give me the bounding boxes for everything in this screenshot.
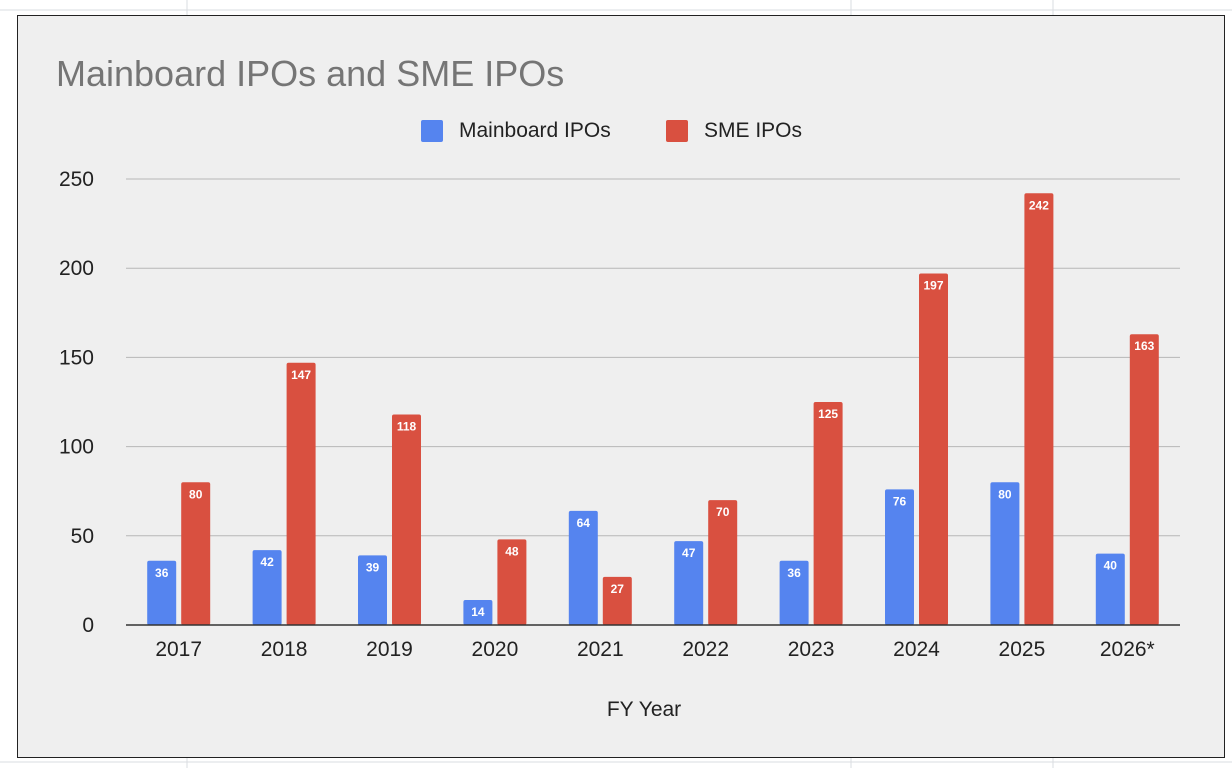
- bar-sme-ipos-2018[interactable]: [286, 362, 316, 625]
- x-tick-label: 2019: [366, 638, 413, 661]
- bar-mainboard-ipos-2024[interactable]: [885, 489, 914, 625]
- x-tick-label: 2025: [999, 638, 1046, 661]
- y-tick-label: 150: [59, 346, 94, 369]
- bar-mainboard-ipos-2018[interactable]: [252, 550, 282, 625]
- bar-chart: Mainboard IPOs and SME IPOs Mainboard IP…: [56, 53, 1180, 721]
- bar-sme-ipos-2026[interactable]: [1129, 334, 1159, 625]
- bar-mainboard-ipos-2023[interactable]: [779, 560, 809, 625]
- bars: 36 80 42 147 39 118 14 48 64 27 47 70 36 125 76 197 80 24…: [147, 193, 1159, 625]
- x-tick-label: 2017: [155, 638, 202, 661]
- x-tick-label: 2021: [577, 638, 624, 661]
- legend-label-mainboard: Mainboard IPOs: [459, 119, 611, 142]
- bar-sme-ipos-2022[interactable]: [708, 500, 738, 625]
- data-label-sme-ipos-2021: 27: [611, 582, 625, 596]
- data-label-sme-ipos-2025: 242: [1029, 198, 1049, 212]
- bar-mainboard-ipos-2019[interactable]: [358, 555, 387, 625]
- y-tick-label: 50: [71, 525, 94, 548]
- legend-swatch-mainboard: [421, 120, 443, 142]
- data-label-mainboard-ipos-2024: 76: [893, 494, 907, 508]
- bar-mainboard-ipos-2025[interactable]: [990, 482, 1020, 625]
- data-label-mainboard-ipos-2021: 64: [577, 516, 591, 530]
- bar-sme-ipos-2019[interactable]: [392, 414, 421, 625]
- data-label-sme-ipos-2024: 197: [923, 279, 943, 293]
- data-label-sme-ipos-2018: 147: [291, 368, 311, 382]
- data-label-mainboard-ipos-2022: 47: [682, 546, 696, 560]
- bar-mainboard-ipos-2021[interactable]: [568, 510, 598, 625]
- x-tick-label: 2020: [472, 638, 519, 661]
- data-label-mainboard-ipos-2018: 42: [260, 555, 274, 569]
- bar-sme-ipos-2020[interactable]: [497, 539, 527, 625]
- data-label-sme-ipos-2022: 70: [716, 505, 730, 519]
- data-label-mainboard-ipos-2017: 36: [155, 566, 169, 580]
- chart-container[interactable]: Mainboard IPOs and SME IPOs Mainboard IP…: [17, 15, 1225, 758]
- legend: Mainboard IPOs SME IPOs: [421, 119, 802, 142]
- y-axis: 0 50 100 150 200 250: [59, 168, 94, 637]
- data-label-mainboard-ipos-2025: 80: [998, 487, 1012, 501]
- data-label-sme-ipos-2023: 125: [818, 407, 838, 421]
- data-label-mainboard-ipos-2019: 39: [366, 560, 380, 574]
- x-tick-label: 2026*: [1100, 638, 1155, 661]
- bar-sme-ipos-2025[interactable]: [1024, 193, 1054, 625]
- x-axis-title: FY Year: [607, 698, 681, 721]
- bar-mainboard-ipos-2026[interactable]: [1095, 553, 1125, 625]
- x-tick-label: 2022: [682, 638, 729, 661]
- y-tick-label: 100: [59, 436, 94, 459]
- data-label-sme-ipos-2017: 80: [189, 487, 203, 501]
- bar-sme-ipos-2017[interactable]: [181, 482, 211, 625]
- bar-sme-ipos-2023[interactable]: [813, 402, 843, 625]
- bar-sme-ipos-2024[interactable]: [919, 273, 948, 625]
- x-tick-label: 2023: [788, 638, 835, 661]
- data-label-mainboard-ipos-2026: 40: [1104, 559, 1118, 573]
- chart-title: Mainboard IPOs and SME IPOs: [56, 53, 564, 94]
- data-label-mainboard-ipos-2020: 14: [471, 605, 485, 619]
- data-label-sme-ipos-2026: 163: [1134, 339, 1154, 353]
- legend-swatch-sme: [666, 120, 688, 142]
- data-label-mainboard-ipos-2023: 36: [787, 566, 801, 580]
- bar-mainboard-ipos-2017[interactable]: [147, 560, 177, 625]
- bar-sme-ipos-2021[interactable]: [602, 576, 632, 625]
- data-label-sme-ipos-2019: 118: [397, 419, 417, 433]
- x-tick-label: 2024: [893, 638, 940, 661]
- y-tick-label: 0: [82, 614, 94, 637]
- x-axis: 2017 2018 2019 2020 2021 2022 2023 2024 2025 2026…: [126, 624, 1180, 661]
- data-label-sme-ipos-2020: 48: [505, 544, 519, 558]
- x-tick-label: 2018: [261, 638, 308, 661]
- y-tick-label: 200: [59, 257, 94, 280]
- bar-mainboard-ipos-2022[interactable]: [674, 541, 704, 625]
- legend-label-sme: SME IPOs: [704, 119, 802, 142]
- gridlines: [126, 178, 1180, 537]
- y-tick-label: 250: [59, 168, 94, 191]
- bar-mainboard-ipos-2020[interactable]: [463, 600, 493, 625]
